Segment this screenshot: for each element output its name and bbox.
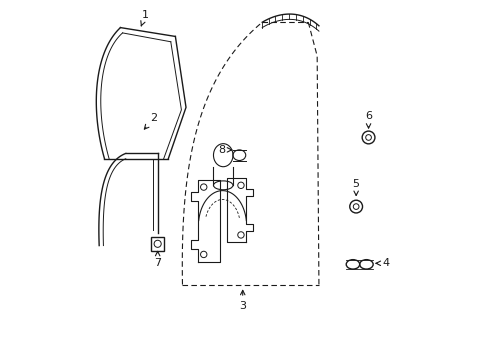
Text: 7: 7 (154, 251, 161, 268)
Text: 8: 8 (218, 145, 231, 155)
Text: 6: 6 (365, 111, 371, 128)
Text: 1: 1 (141, 10, 148, 26)
Bar (151, 237, 164, 251)
Text: 2: 2 (144, 113, 157, 129)
Text: 4: 4 (375, 258, 389, 268)
Text: 3: 3 (239, 291, 246, 311)
Text: 5: 5 (352, 179, 359, 195)
